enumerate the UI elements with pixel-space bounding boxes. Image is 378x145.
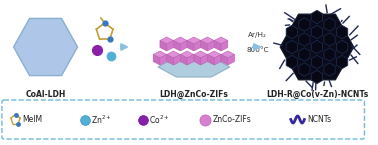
Polygon shape bbox=[324, 48, 335, 61]
Polygon shape bbox=[167, 40, 174, 51]
Polygon shape bbox=[174, 40, 180, 51]
Polygon shape bbox=[324, 33, 335, 46]
Polygon shape bbox=[160, 55, 167, 65]
Polygon shape bbox=[311, 25, 322, 39]
Polygon shape bbox=[286, 55, 297, 69]
Polygon shape bbox=[286, 25, 297, 39]
Polygon shape bbox=[299, 18, 310, 31]
Text: LDH-R@Co(v-Zn)-NCNTs: LDH-R@Co(v-Zn)-NCNTs bbox=[266, 90, 368, 99]
Polygon shape bbox=[153, 51, 167, 58]
Polygon shape bbox=[180, 51, 194, 58]
Text: Co$^{2+}$: Co$^{2+}$ bbox=[149, 113, 170, 126]
Polygon shape bbox=[311, 10, 322, 24]
Polygon shape bbox=[214, 55, 221, 65]
Polygon shape bbox=[336, 25, 348, 39]
Polygon shape bbox=[167, 51, 180, 58]
Polygon shape bbox=[324, 63, 335, 76]
Text: MeIM: MeIM bbox=[22, 115, 42, 124]
FancyBboxPatch shape bbox=[2, 100, 364, 139]
Polygon shape bbox=[201, 40, 208, 51]
Polygon shape bbox=[160, 37, 174, 44]
Polygon shape bbox=[311, 40, 322, 54]
Text: Ar/H₂: Ar/H₂ bbox=[248, 32, 267, 38]
Polygon shape bbox=[14, 18, 77, 76]
Text: NCNTs: NCNTs bbox=[307, 115, 332, 124]
Polygon shape bbox=[299, 48, 310, 61]
Polygon shape bbox=[194, 40, 201, 51]
Polygon shape bbox=[299, 33, 310, 46]
Polygon shape bbox=[208, 51, 221, 58]
Polygon shape bbox=[336, 40, 348, 54]
Polygon shape bbox=[180, 55, 187, 65]
Text: LDH@ZnCo-ZIFs: LDH@ZnCo-ZIFs bbox=[160, 90, 228, 99]
Polygon shape bbox=[311, 55, 322, 69]
Polygon shape bbox=[221, 55, 228, 65]
Polygon shape bbox=[208, 40, 214, 51]
Polygon shape bbox=[214, 40, 221, 51]
Text: 800°C: 800°C bbox=[246, 47, 269, 53]
Text: CoAl-LDH: CoAl-LDH bbox=[25, 90, 66, 99]
Polygon shape bbox=[187, 55, 194, 65]
Polygon shape bbox=[194, 51, 208, 58]
Polygon shape bbox=[194, 55, 201, 65]
Polygon shape bbox=[201, 55, 208, 65]
Polygon shape bbox=[280, 14, 354, 80]
Polygon shape bbox=[208, 55, 214, 65]
Polygon shape bbox=[286, 40, 297, 54]
Polygon shape bbox=[336, 55, 348, 69]
Polygon shape bbox=[324, 18, 335, 31]
Polygon shape bbox=[174, 55, 180, 65]
Text: ZnCo-ZIFs: ZnCo-ZIFs bbox=[212, 115, 251, 124]
Polygon shape bbox=[158, 57, 230, 77]
Polygon shape bbox=[187, 37, 201, 44]
Polygon shape bbox=[174, 37, 187, 44]
Polygon shape bbox=[180, 40, 187, 51]
Polygon shape bbox=[228, 55, 235, 65]
Polygon shape bbox=[160, 40, 167, 51]
Polygon shape bbox=[201, 37, 214, 44]
Polygon shape bbox=[187, 40, 194, 51]
Polygon shape bbox=[221, 40, 228, 51]
Polygon shape bbox=[299, 63, 310, 76]
Polygon shape bbox=[167, 55, 174, 65]
Polygon shape bbox=[311, 70, 322, 84]
Polygon shape bbox=[153, 55, 160, 65]
Polygon shape bbox=[221, 51, 235, 58]
Text: Zn$^{2+}$: Zn$^{2+}$ bbox=[91, 113, 112, 126]
Polygon shape bbox=[214, 37, 228, 44]
